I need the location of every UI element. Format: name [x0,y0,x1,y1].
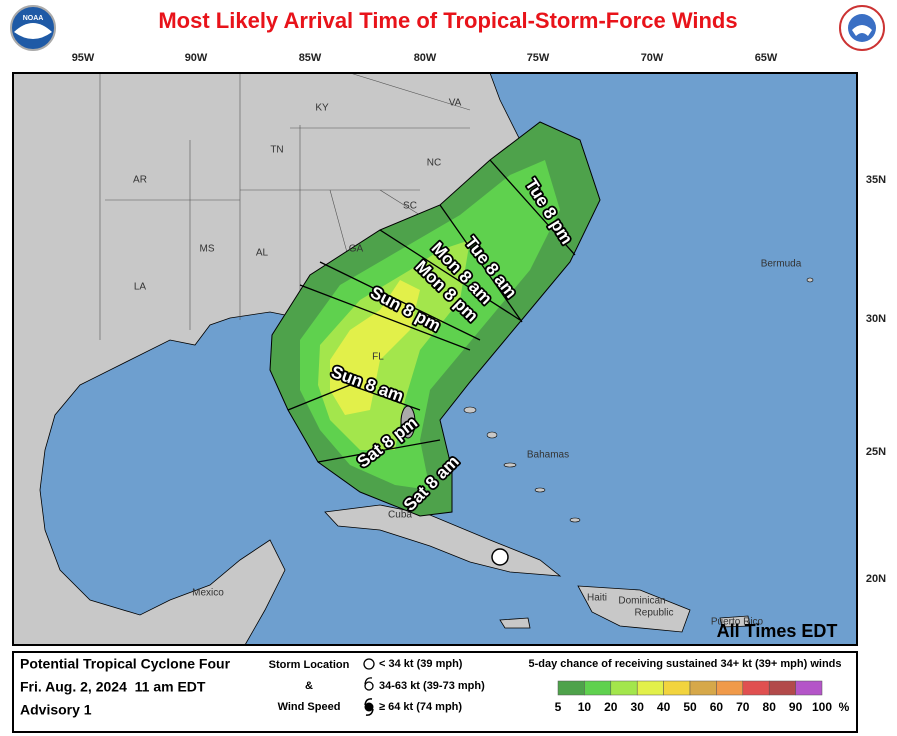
lat-label: 35N [866,174,886,186]
lon-label: 65W [755,52,778,64]
legend-stop: 20 [604,700,618,714]
legend-stop: 100 [812,700,832,714]
place-label: Dominican [618,596,665,607]
lat-label: 25N [866,446,886,458]
jamaica [499,617,531,629]
time-note: All Times EDT [717,621,838,641]
nws-logo [839,5,885,51]
icon-high [364,698,374,716]
place-label: Republic [635,608,674,619]
icon-low [363,658,375,670]
place-label: MS [200,244,215,255]
legend-swatch [742,680,770,696]
legend-swatch [610,680,638,696]
lon-label: 70W [641,52,664,64]
place-label: TN [270,145,283,156]
lon-label: 75W [527,52,550,64]
storm-location [491,548,509,566]
legend-stop: 80 [763,700,777,714]
place-label: NC [427,158,441,169]
place-label: Mexico [192,588,224,599]
lat-label: 20N [866,573,886,585]
arrival-lines [287,159,576,463]
place-label: FL [372,352,384,363]
legend-stop: 40 [657,700,671,714]
icon-mid [364,677,374,691]
storm-legend-title: & [305,680,313,692]
legend-swatch [584,680,612,696]
noaa-logo: NOAA [10,5,56,51]
legend-swatch [768,680,796,696]
place-label: VA [449,98,462,109]
place-label: Puerto Rico [711,617,764,628]
place-label: AR [133,175,147,186]
legend-swatch [557,680,585,696]
probability-legend: 5 10 20 30 40 50 60 70 80 90 100% [555,680,850,714]
place-label: Cuba [388,510,412,521]
title: Most Likely Arrival Time of Tropical-Sto… [158,8,737,33]
legend-stop: 50 [683,700,697,714]
storm-legend-item: < 34 kt (39 mph) [379,658,463,670]
svg-text:NOAA: NOAA [23,15,44,22]
place-label: Haiti [587,593,607,604]
storm-legend-title: Wind Speed [278,701,341,713]
legend-stop: 10 [578,700,592,714]
place-label: Bermuda [761,259,802,270]
place-label: SC [403,201,417,212]
lat-label: 30N [866,313,886,325]
storm-legend-item: ≥ 64 kt (74 mph) [379,701,462,713]
map-frame [12,72,858,646]
legend-swatch [716,680,744,696]
legend-swatch [636,680,664,696]
cone-core [330,280,420,415]
legend-swatch [663,680,691,696]
place-label: GA [349,244,364,255]
map [12,72,858,646]
storm-legend-title: Storm Location [269,659,350,671]
legend-swatch [689,680,717,696]
place-label: LA [134,282,147,293]
advisory-date: Fri. Aug. 2, 2024 11 am EDT [20,679,206,695]
lon-label: 85W [299,52,322,64]
storm-name: Potential Tropical Cyclone Four [20,656,231,672]
legend-stop: 70 [736,700,750,714]
legend-stop: 60 [710,700,724,714]
lon-label: 90W [185,52,208,64]
puerto-rico [719,615,751,628]
legend-unit: % [839,700,850,714]
lon-label: 80W [414,52,437,64]
legend-stop: 5 [555,700,562,714]
probability-legend-title: 5-day chance of receiving sustained 34+ … [529,658,842,670]
place-label: KY [315,103,329,114]
bahamas [463,277,814,523]
lon-label: 95W [72,52,95,64]
place-label: AL [256,248,269,259]
legend-swatch [795,680,823,696]
storm-legend-item: 34-63 kt (39-73 mph) [379,680,485,692]
advisory-number: Advisory 1 [20,702,92,718]
place-label: Bahamas [527,450,569,461]
legend-stop: 90 [789,700,803,714]
hispaniola [577,585,691,633]
legend-stop: 30 [631,700,645,714]
